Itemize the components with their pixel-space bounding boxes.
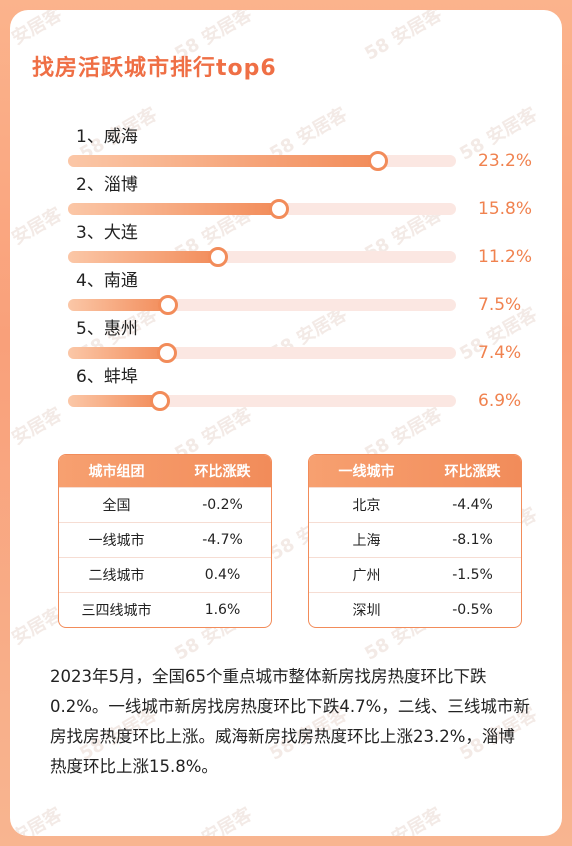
table-row: 全国 -0.2%: [59, 487, 271, 522]
bar-end-marker: [150, 391, 170, 411]
bar-label: 4、南通: [76, 271, 138, 291]
chart-title: 找房活跃城市排行top6: [32, 56, 277, 81]
table-header: 一线城市 环比涨跌: [309, 455, 521, 487]
table-cell: -8.1%: [452, 532, 493, 548]
bar-value-label: 7.5%: [478, 295, 522, 315]
bar-value-label: 11.2%: [478, 247, 533, 267]
table-cell: -4.4%: [452, 497, 493, 513]
bar-end-marker: [157, 343, 177, 363]
table-header: 城市组团 环比涨跌: [59, 455, 271, 487]
bar-end-marker: [158, 295, 178, 315]
bar-track: [68, 295, 456, 315]
watermark-text: 58 安居客: [10, 403, 66, 465]
bar-track: [68, 199, 456, 219]
bar-end-marker: [269, 199, 289, 219]
header-cell: 环比涨跌: [444, 464, 501, 480]
bar-value-label: 6.9%: [478, 391, 522, 411]
watermark-text: 58 安居客: [10, 803, 66, 836]
watermark-text: 58 安居客: [171, 803, 256, 836]
table-cell: -1.5%: [452, 567, 493, 583]
table-cell: 三四线城市: [81, 603, 152, 619]
bar-row: 4、南通 7.5%: [68, 266, 548, 315]
bar-label: 3、大连: [76, 223, 138, 243]
bar-track: [68, 391, 456, 411]
bar: [68, 347, 167, 359]
bar-track: [68, 247, 456, 267]
table-row: 广州 -1.5%: [309, 557, 521, 592]
bar-row: 1、威海 23.2%: [68, 122, 548, 171]
bar-label: 1、威海: [76, 127, 138, 147]
table-cell: 北京: [352, 498, 381, 514]
table-cell: -4.7%: [202, 532, 243, 548]
bar-row: 5、惠州 7.4%: [68, 314, 548, 363]
bar-label: 2、淄博: [76, 175, 138, 195]
bar-end-marker: [368, 151, 388, 171]
bar-row: 3、大连 11.2%: [68, 218, 548, 267]
table-row: 一线城市 -4.7%: [59, 522, 271, 557]
bar-track: [68, 343, 456, 363]
city-group-table: 城市组团 环比涨跌 全国 -0.2% 一线城市 -4.7% 二线城市 0.4% …: [58, 454, 272, 628]
bar-value-label: 15.8%: [478, 199, 533, 219]
table-row: 上海 -8.1%: [309, 522, 521, 557]
header-cell: 一线城市: [338, 464, 395, 480]
bar-end-marker: [208, 247, 228, 267]
table-cell: 1.6%: [204, 602, 241, 618]
watermark-text: 58 安居客: [361, 803, 446, 836]
table-row: 二线城市 0.4%: [59, 557, 271, 592]
table-cell: 深圳: [352, 603, 381, 619]
bar-row: 6、蚌埠 6.9%: [68, 362, 548, 411]
bar-label: 6、蚌埠: [76, 367, 138, 387]
bar: [68, 395, 160, 407]
watermark-text: 58 安居客: [361, 10, 446, 65]
bar-label: 5、惠州: [76, 319, 138, 339]
bar-track: [68, 151, 456, 171]
watermark-text: 58 安居客: [10, 203, 66, 265]
header-cell: 城市组团: [88, 464, 145, 480]
table-cell: 0.4%: [204, 567, 241, 583]
table-row: 北京 -4.4%: [309, 487, 521, 522]
table-cell: -0.2%: [202, 497, 243, 513]
summary-text: 2023年5月，全国65个重点城市整体新房找房热度环比下跌0.2%。一线城市新房…: [50, 667, 530, 776]
table-cell: 广州: [352, 568, 381, 584]
table-row: 三四线城市 1.6%: [59, 592, 271, 627]
table-cell: 上海: [352, 533, 381, 549]
bar: [68, 203, 279, 215]
bar: [68, 251, 218, 263]
bar-value-label: 23.2%: [478, 151, 533, 171]
bar: [68, 299, 168, 311]
table-cell: 全国: [102, 498, 131, 514]
table-cell: 一线城市: [88, 533, 145, 549]
table-cell: 二线城市: [88, 568, 145, 584]
tier1-city-table: 一线城市 环比涨跌 北京 -4.4% 上海 -8.1% 广州 -1.5% 深圳 …: [308, 454, 522, 628]
report-card: 58 安居客 58 安居客 58 安居客 58 安居客 58 安居客 58 安居客 58 安…: [10, 10, 562, 836]
bar-value-label: 7.4%: [478, 343, 522, 363]
bar-row: 2、淄博 15.8%: [68, 170, 548, 219]
bar: [68, 155, 378, 167]
bar-chart: 1、威海 23.2% 2、淄博 15.8% 3、大连 11.2% 4、南通 7.5% 5、惠州 7…: [68, 122, 548, 411]
table-row: 深圳 -0.5%: [309, 592, 521, 627]
table-cell: -0.5%: [452, 602, 493, 618]
header-cell: 环比涨跌: [194, 464, 251, 480]
